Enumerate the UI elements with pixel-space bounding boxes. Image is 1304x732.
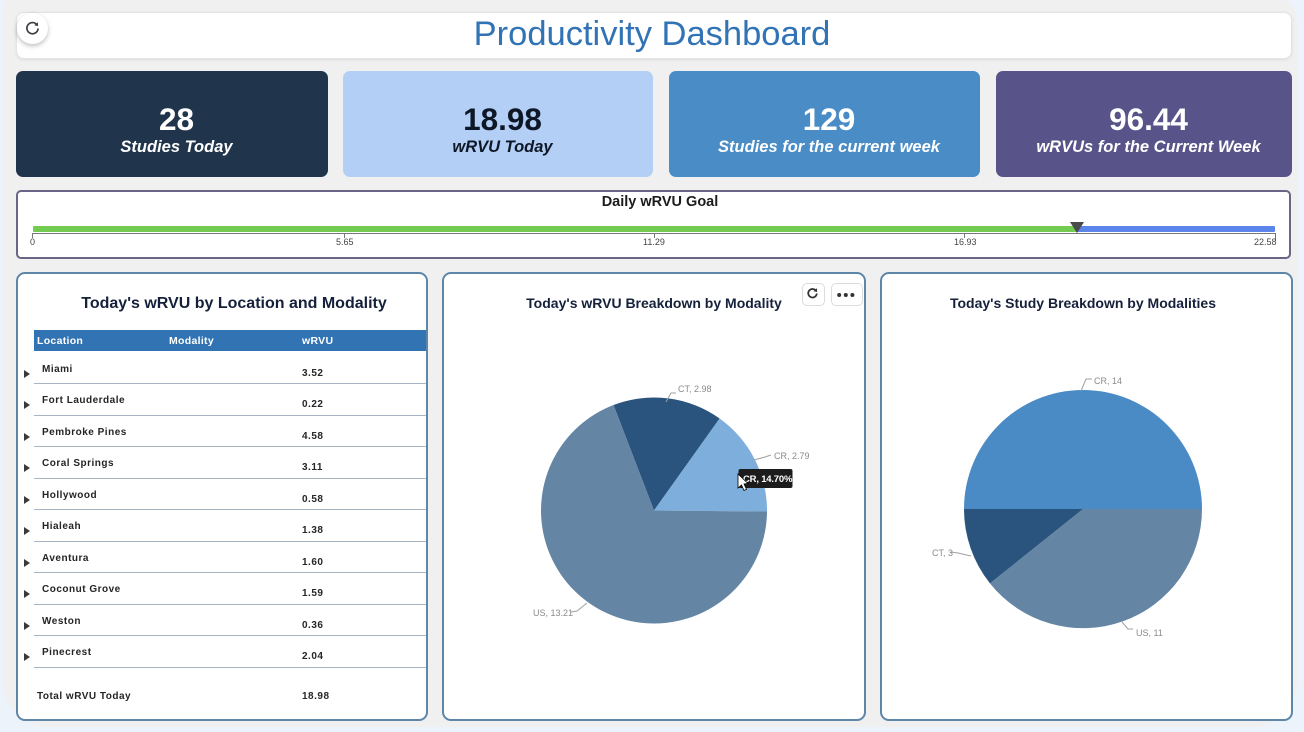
svg-text:US, 13.21: US, 13.21 — [533, 608, 573, 618]
svg-text:CR, 14: CR, 14 — [1094, 376, 1122, 386]
svg-text:CT, 2.98: CT, 2.98 — [678, 384, 712, 394]
svg-text:CT, 3: CT, 3 — [932, 548, 953, 558]
svg-text:CR, 2.79: CR, 2.79 — [774, 451, 810, 461]
svg-text:US, 11: US, 11 — [1136, 628, 1163, 638]
svg-text:CR, 14.70%: CR, 14.70% — [743, 474, 793, 485]
